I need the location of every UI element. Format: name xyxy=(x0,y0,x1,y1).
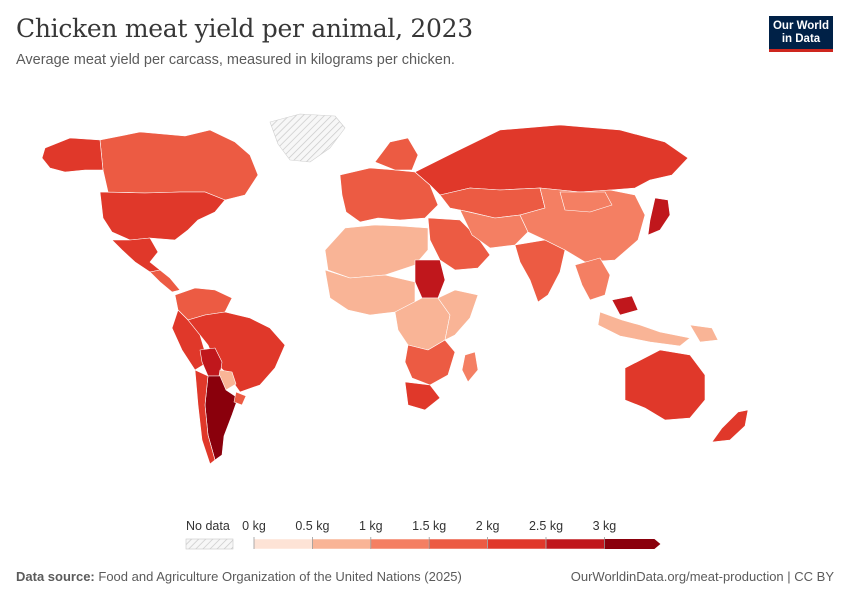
legend-no-data-label: No data xyxy=(186,519,230,533)
region-east-africa[interactable] xyxy=(437,289,479,341)
region-united-states[interactable] xyxy=(99,191,226,241)
logo-line-1: Our World xyxy=(772,20,829,32)
region-central-america[interactable] xyxy=(149,269,181,293)
region-new-zealand[interactable] xyxy=(711,409,749,443)
legend-tick-label: 2 kg xyxy=(476,519,500,533)
region-iran-afghanistan[interactable] xyxy=(459,209,529,249)
legend-tick-label: 1.5 kg xyxy=(412,519,446,533)
region-australia[interactable] xyxy=(624,349,706,421)
legend-no-data-swatch[interactable] xyxy=(185,538,234,550)
region-japan[interactable] xyxy=(647,197,671,236)
legend-bin-3[interactable] xyxy=(428,538,488,550)
region-south-africa[interactable] xyxy=(404,381,441,411)
source-url[interactable]: OurWorldinData.org/meat-production | CC … xyxy=(570,569,834,584)
region-madagascar[interactable] xyxy=(461,351,479,383)
region-indonesia[interactable] xyxy=(597,311,691,347)
legend-tick-label: 0.5 kg xyxy=(295,519,329,533)
region-southern-africa[interactable] xyxy=(404,339,456,386)
world-map xyxy=(41,113,749,465)
source-text: Food and Agriculture Organization of the… xyxy=(98,569,462,584)
legend-tick-label: 1 kg xyxy=(359,519,383,533)
legend-tick-label: 3 kg xyxy=(593,519,617,533)
region-mongolia[interactable] xyxy=(559,191,613,213)
region-greenland[interactable] xyxy=(269,113,346,163)
chart-title: Chicken meat yield per animal, 2023 xyxy=(16,14,473,43)
region-west-africa[interactable] xyxy=(324,269,416,316)
region-brazil[interactable] xyxy=(187,311,286,393)
legend-tick-label: 0 kg xyxy=(242,519,266,533)
region-southeast-asia[interactable] xyxy=(574,257,611,301)
region-papua-new-guinea[interactable] xyxy=(689,324,719,343)
legend-bin-6[interactable] xyxy=(604,539,661,549)
region-scandinavia[interactable] xyxy=(374,137,419,171)
source-note: Data source: Food and Agriculture Organi… xyxy=(16,569,462,584)
chart-subtitle: Average meat yield per carcass, measured… xyxy=(16,52,455,68)
legend-bin-0[interactable] xyxy=(253,538,313,550)
region-india[interactable] xyxy=(514,239,566,303)
source-label: Data source: xyxy=(16,569,95,584)
owid-logo[interactable]: Our World in Data xyxy=(769,16,833,52)
logo-line-2: in Data xyxy=(781,33,821,45)
region-alaska[interactable] xyxy=(41,137,104,173)
region-sudan[interactable] xyxy=(414,259,446,299)
legend-bin-5[interactable] xyxy=(545,538,605,550)
region-chile[interactable] xyxy=(194,369,216,465)
region-mexico[interactable] xyxy=(111,237,161,273)
region-middle-east[interactable] xyxy=(427,217,491,271)
region-malaysia[interactable] xyxy=(611,295,639,316)
legend-bin-4[interactable] xyxy=(487,538,547,550)
legend-bin-1[interactable] xyxy=(312,538,372,550)
region-canada[interactable] xyxy=(99,129,259,201)
region-north-africa[interactable] xyxy=(324,224,429,279)
region-russia[interactable] xyxy=(414,124,689,196)
legend-tick-label: 2.5 kg xyxy=(529,519,563,533)
map-legend: No data 0 kg 0.5 kg 1 kg 1.5 kg 2 kg 2.5 kg 3 … xyxy=(185,519,661,550)
legend-bin-2[interactable] xyxy=(370,538,430,550)
region-uruguay[interactable] xyxy=(233,391,247,406)
